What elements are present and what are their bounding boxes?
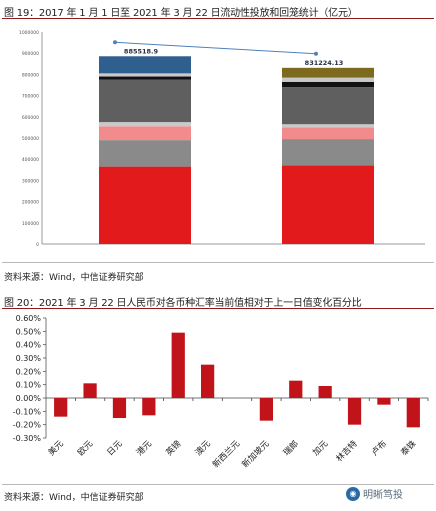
fx-bar: [83, 383, 97, 398]
x-tick-label: 新西兰元: [210, 438, 242, 470]
wechat-logo-icon: ◉: [346, 486, 360, 501]
y-tick-label: 0.30%: [16, 354, 42, 363]
y-tick-label: 800000: [22, 72, 39, 78]
figure-19-source: 资料来源：Wind，中信证券研究部: [4, 273, 144, 283]
y-tick-label: 100000: [22, 221, 39, 227]
x-tick-label: 瑞郎: [281, 438, 301, 458]
title-rule: [2, 18, 434, 19]
figure-20-title: 图 20：2021 年 3 月 22 日人民币对各币种汇率当前值相对于上一日值变…: [4, 298, 362, 309]
x-tick-label: 欧元: [75, 438, 95, 458]
y-tick-label: 0.50%: [16, 327, 42, 336]
fx-bar: [201, 364, 215, 398]
fx-change-bar-chart: -0.30% -0.20% -0.10% 0.00% 0.10% 0.20% 0.30% 0.…: [13, 314, 429, 470]
y-tick-label: 900000: [22, 51, 39, 57]
stacked-segment: [99, 56, 191, 74]
y-tick-label: 700000: [22, 94, 39, 100]
x-tick-label: 林吉特: [334, 438, 360, 464]
watermark: ◉ 明晰笃投: [346, 486, 403, 501]
stacked-segment: [282, 87, 374, 125]
stacked-segment: [99, 76, 191, 80]
stacked-segment: [99, 73, 191, 77]
stacked-segment: [99, 166, 191, 244]
title-rule: [2, 308, 434, 309]
total-data-label: 885518.9: [124, 47, 159, 55]
fx-bar: [347, 398, 362, 425]
fx-bar: [171, 332, 185, 398]
stacked-segment: [282, 81, 374, 88]
x-tick-label: 日元: [105, 439, 124, 458]
stacked-segment: [99, 79, 191, 123]
x-tick-label: 澳元: [193, 438, 213, 458]
fx-bar: [318, 386, 332, 398]
y-tick-label: 0.20%: [16, 367, 42, 376]
stacked-segment: [99, 122, 191, 127]
fx-bar: [289, 380, 303, 398]
stacked-segment: [99, 126, 191, 141]
fx-bar: [112, 398, 127, 418]
fx-bar: [377, 398, 391, 405]
divider: [2, 484, 434, 485]
stacked-segment: [282, 124, 374, 128]
y-tick-label: 0.00%: [16, 394, 42, 403]
y-tick-label: 500000: [22, 136, 39, 142]
watermark-text: 明晰笃投: [363, 490, 403, 501]
y-tick-label: 0.40%: [16, 341, 42, 350]
figure-19-title: 图 19：2017 年 1 月 1 日至 2021 年 3 月 22 日流动性投…: [4, 8, 358, 19]
x-tick-label: 卢布: [369, 438, 389, 458]
x-tick-label: 泰铢: [399, 438, 419, 458]
stacked-segment: [282, 77, 374, 82]
y-tick-label: 400000: [22, 157, 39, 163]
total-data-label: 831224.13: [305, 59, 344, 67]
total-trend-line: [114, 41, 317, 55]
x-tick-label: 加元: [310, 438, 330, 458]
total-marker: [314, 51, 318, 56]
y-tick-label: 300000: [22, 178, 39, 184]
stacked-segment: [282, 127, 374, 140]
fx-bar: [54, 398, 68, 417]
y-tick-label: 0.60%: [16, 314, 42, 323]
x-tick-label: 英镑: [164, 438, 184, 458]
y-tick-label: 0: [36, 242, 39, 248]
liquidity-stacked-chart: 0 100000 200000 300000 400000 500000 600000 700…: [19, 30, 425, 248]
y-tick-label: -0.10%: [13, 407, 42, 416]
divider: [2, 262, 434, 263]
stacked-segment: [282, 67, 374, 78]
x-tick-label: 美元: [46, 438, 66, 458]
stacked-segment: [282, 139, 374, 166]
fx-bar: [259, 398, 273, 421]
stacked-segment: [99, 140, 191, 167]
y-tick-label: -0.30%: [13, 434, 42, 443]
y-tick-label: 0.10%: [16, 381, 42, 390]
fx-bar: [406, 398, 420, 428]
y-tick-label: -0.20%: [13, 421, 42, 430]
total-marker: [113, 40, 117, 45]
figure-20-source: 资料来源：Wind，中信证券研究部: [4, 493, 144, 503]
fx-bar: [142, 398, 156, 416]
y-tick-label: 1000000: [19, 30, 39, 36]
x-tick-label: 港元: [134, 438, 154, 458]
y-tick-label: 600000: [22, 115, 39, 121]
stacked-segment: [282, 165, 374, 244]
x-tick-label: 新加坡元: [240, 438, 272, 470]
y-tick-label: 200000: [22, 200, 39, 206]
